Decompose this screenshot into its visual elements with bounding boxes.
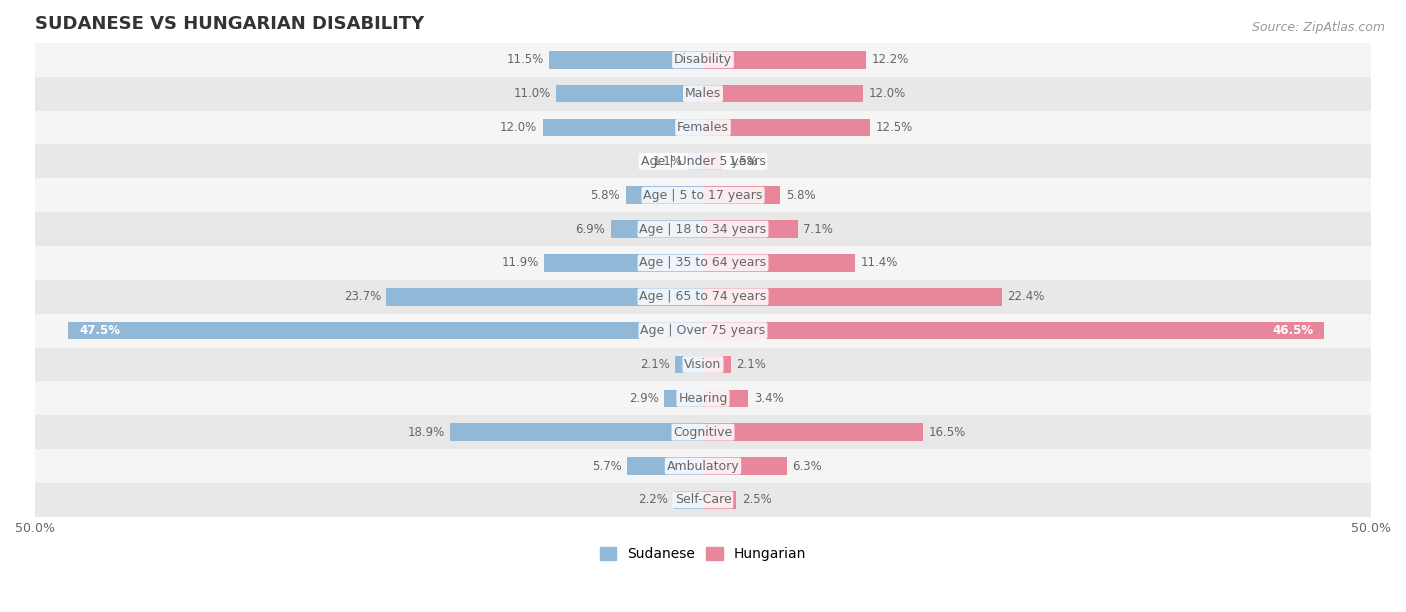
Text: 1.5%: 1.5%	[728, 155, 758, 168]
Bar	[550, 51, 703, 69]
Bar	[703, 457, 787, 475]
Bar	[703, 85, 863, 102]
Text: 47.5%: 47.5%	[79, 324, 120, 337]
Bar	[703, 424, 924, 441]
Text: Ambulatory: Ambulatory	[666, 460, 740, 472]
Text: Self-Care: Self-Care	[675, 493, 731, 506]
Bar	[703, 187, 780, 204]
Text: Females: Females	[678, 121, 728, 134]
Text: SUDANESE VS HUNGARIAN DISABILITY: SUDANESE VS HUNGARIAN DISABILITY	[35, 15, 425, 33]
Text: 5.8%: 5.8%	[591, 188, 620, 202]
Text: 6.9%: 6.9%	[575, 223, 606, 236]
Bar	[544, 254, 703, 272]
Bar	[703, 152, 723, 170]
Bar	[703, 322, 1324, 340]
Text: 2.1%: 2.1%	[737, 358, 766, 371]
Bar	[703, 356, 731, 373]
Text: 7.1%: 7.1%	[803, 223, 834, 236]
Bar	[703, 288, 1002, 305]
Bar	[35, 348, 1371, 381]
Text: 5.8%: 5.8%	[786, 188, 815, 202]
Bar	[675, 356, 703, 373]
Bar	[35, 246, 1371, 280]
Bar	[610, 220, 703, 238]
Text: Cognitive: Cognitive	[673, 426, 733, 439]
Text: Disability: Disability	[673, 53, 733, 66]
Bar	[35, 212, 1371, 246]
Bar	[703, 491, 737, 509]
Text: 12.0%: 12.0%	[869, 87, 905, 100]
Text: 11.4%: 11.4%	[860, 256, 898, 269]
Bar	[673, 491, 703, 509]
Text: 3.4%: 3.4%	[754, 392, 783, 405]
Text: 2.1%: 2.1%	[640, 358, 669, 371]
Text: 2.9%: 2.9%	[628, 392, 659, 405]
Legend: Sudanese, Hungarian: Sudanese, Hungarian	[593, 542, 813, 567]
Bar	[35, 76, 1371, 111]
Bar	[703, 254, 855, 272]
Text: Males: Males	[685, 87, 721, 100]
Bar	[703, 51, 866, 69]
Text: 6.3%: 6.3%	[793, 460, 823, 472]
Bar	[35, 111, 1371, 144]
Text: 5.7%: 5.7%	[592, 460, 621, 472]
Text: 16.5%: 16.5%	[929, 426, 966, 439]
Text: 11.9%: 11.9%	[502, 256, 538, 269]
Text: Hearing: Hearing	[678, 392, 728, 405]
Bar	[450, 424, 703, 441]
Text: 1.1%: 1.1%	[652, 155, 683, 168]
Text: Age | Over 75 years: Age | Over 75 years	[641, 324, 765, 337]
Bar	[35, 144, 1371, 178]
Text: 11.0%: 11.0%	[513, 87, 551, 100]
Bar	[35, 483, 1371, 517]
Text: 22.4%: 22.4%	[1008, 290, 1045, 304]
Bar	[35, 43, 1371, 76]
Text: 46.5%: 46.5%	[1272, 324, 1313, 337]
Bar	[35, 314, 1371, 348]
Text: 18.9%: 18.9%	[408, 426, 446, 439]
Text: 2.5%: 2.5%	[742, 493, 772, 506]
Bar	[387, 288, 703, 305]
Bar	[69, 322, 703, 340]
Bar	[543, 119, 703, 136]
Bar	[689, 152, 703, 170]
Text: Age | 35 to 64 years: Age | 35 to 64 years	[640, 256, 766, 269]
Bar	[627, 457, 703, 475]
Bar	[35, 449, 1371, 483]
Text: Age | 18 to 34 years: Age | 18 to 34 years	[640, 223, 766, 236]
Bar	[626, 187, 703, 204]
Text: 12.2%: 12.2%	[872, 53, 908, 66]
Text: Age | 5 to 17 years: Age | 5 to 17 years	[644, 188, 762, 202]
Bar	[35, 178, 1371, 212]
Bar	[664, 389, 703, 407]
Text: Source: ZipAtlas.com: Source: ZipAtlas.com	[1251, 21, 1385, 34]
Text: 12.0%: 12.0%	[501, 121, 537, 134]
Bar	[703, 220, 797, 238]
Bar	[35, 416, 1371, 449]
Bar	[555, 85, 703, 102]
Text: Age | Under 5 years: Age | Under 5 years	[641, 155, 765, 168]
Bar	[703, 389, 748, 407]
Bar	[35, 280, 1371, 314]
Bar	[703, 119, 870, 136]
Text: 12.5%: 12.5%	[876, 121, 912, 134]
Text: Age | 65 to 74 years: Age | 65 to 74 years	[640, 290, 766, 304]
Bar	[35, 381, 1371, 416]
Text: 11.5%: 11.5%	[506, 53, 544, 66]
Text: Vision: Vision	[685, 358, 721, 371]
Text: 2.2%: 2.2%	[638, 493, 668, 506]
Text: 23.7%: 23.7%	[344, 290, 381, 304]
